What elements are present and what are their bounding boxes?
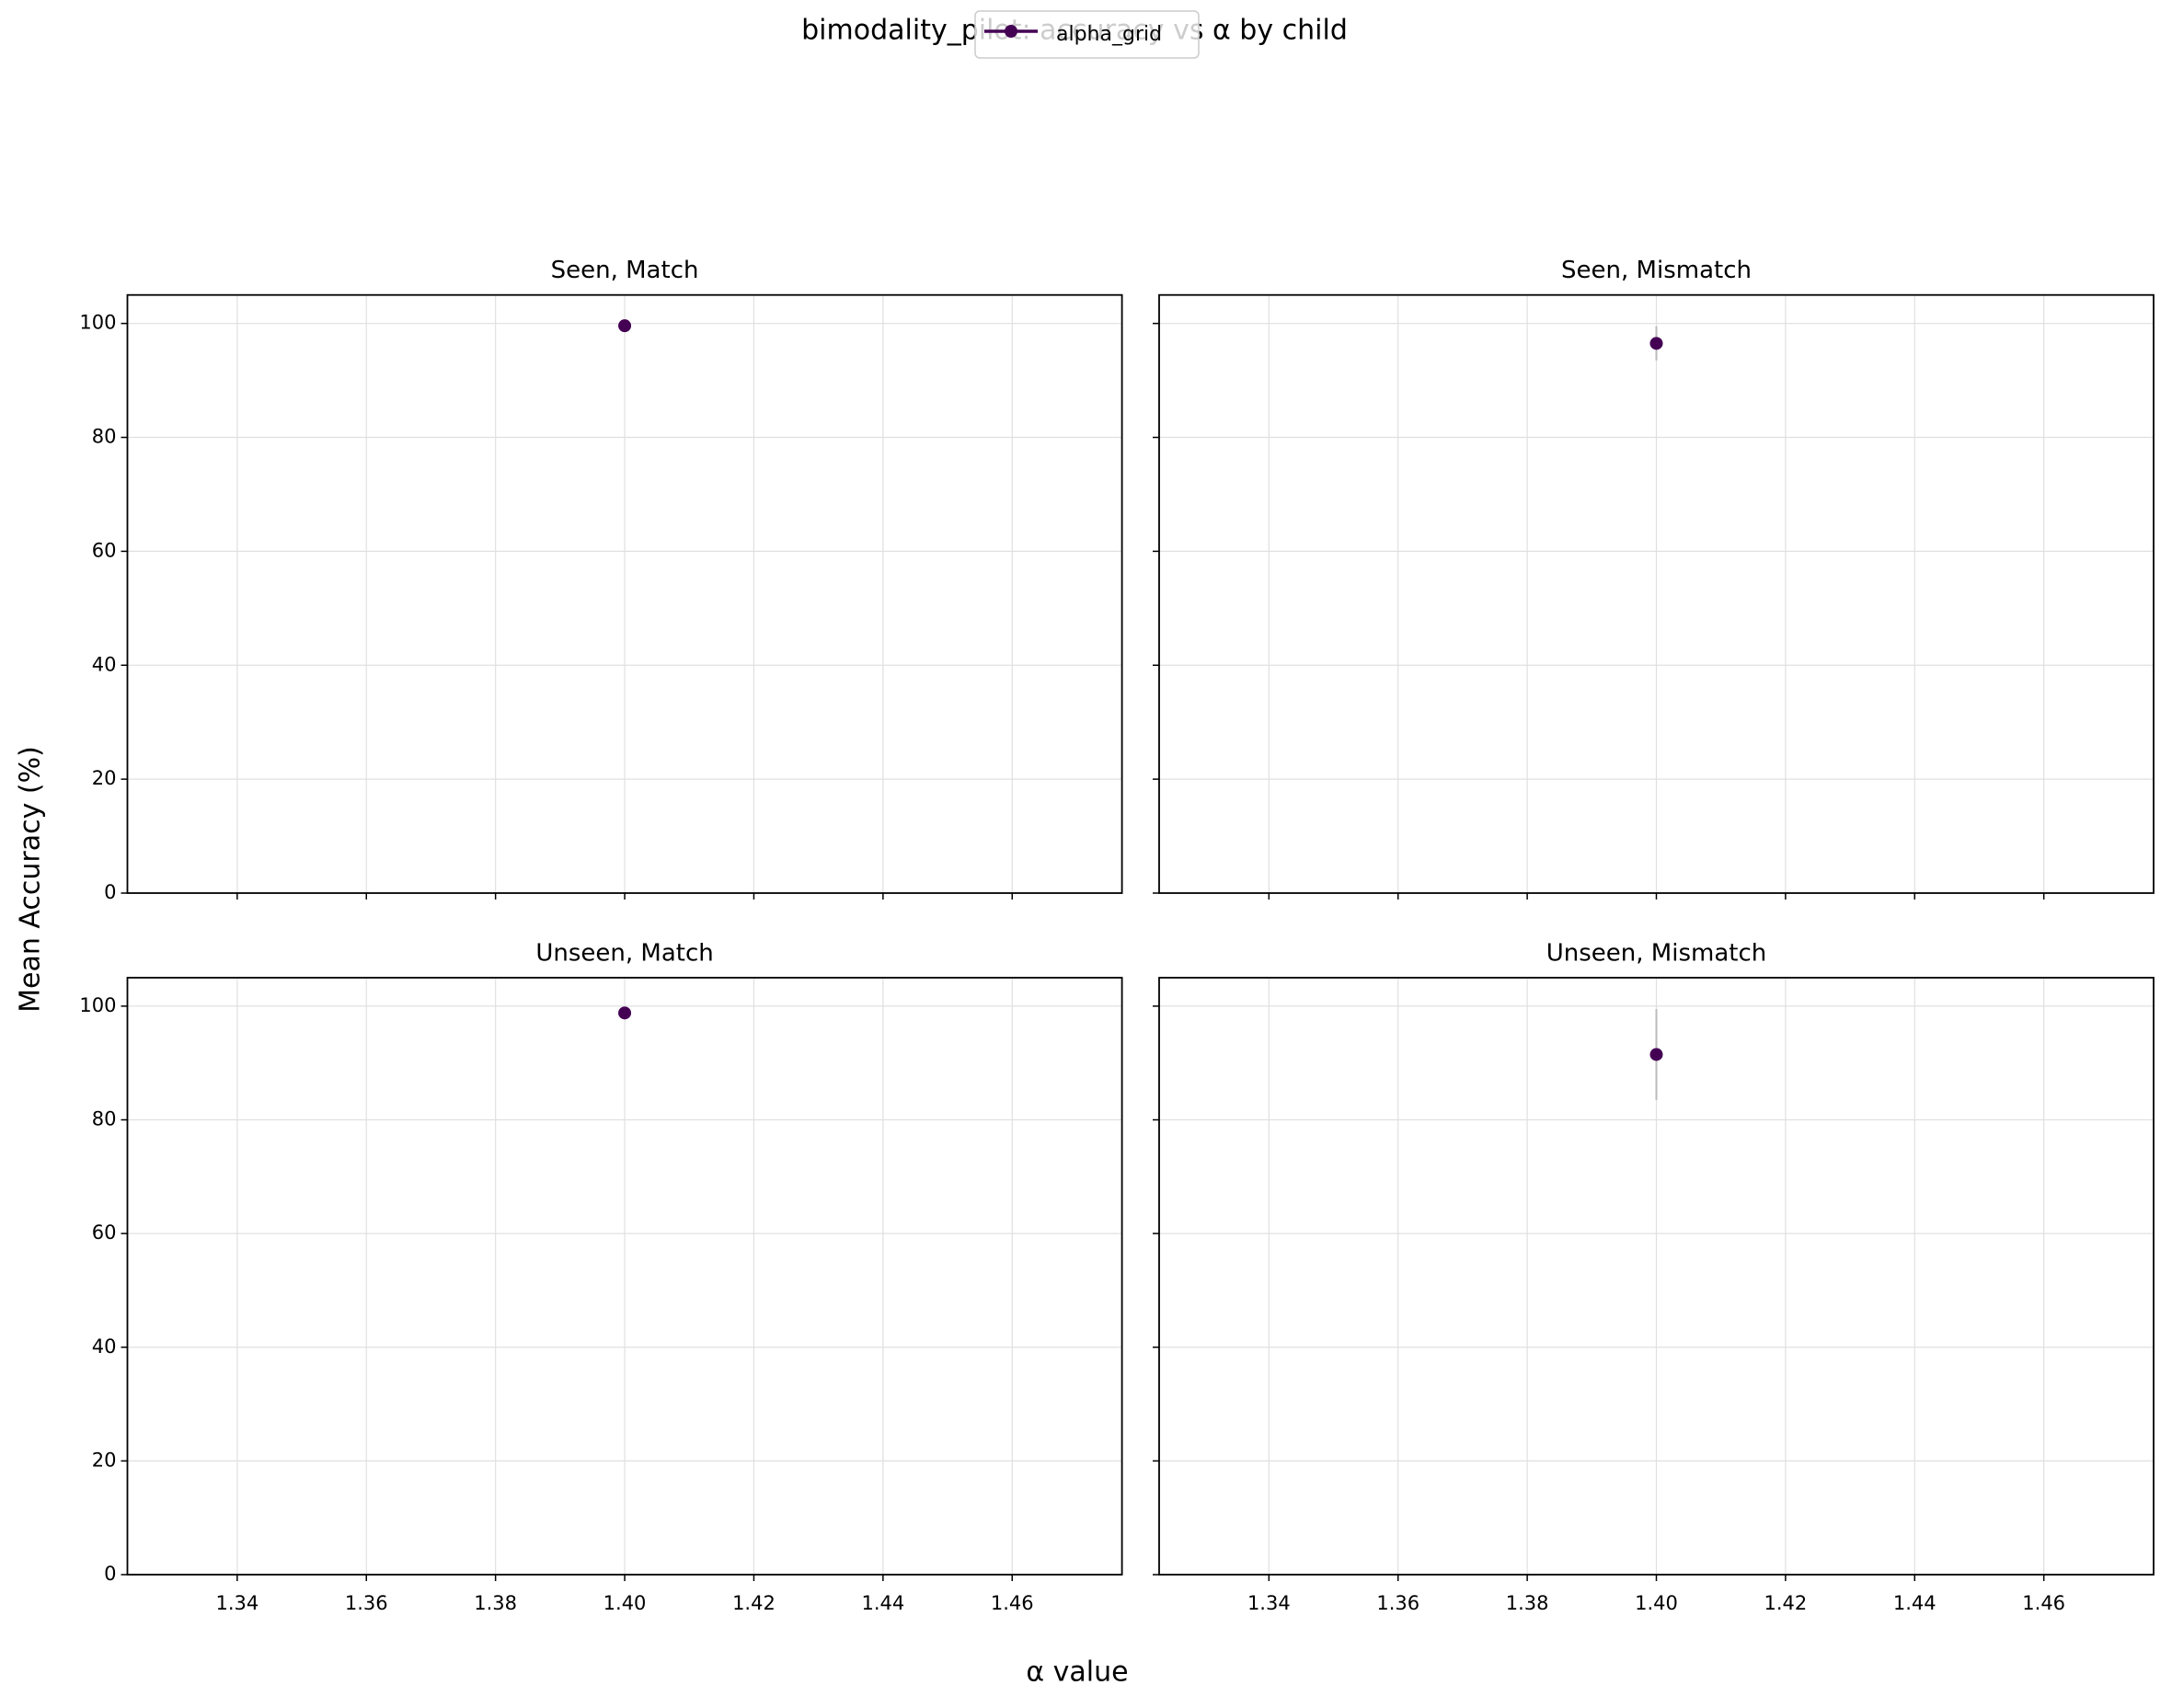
x-tick-label: 1.42 <box>1764 1592 1808 1614</box>
x-tick-label: 1.46 <box>2022 1592 2065 1614</box>
x-tick-label: 1.46 <box>991 1592 1034 1614</box>
legend-label: alpha_grid <box>1056 23 1162 46</box>
y-tick-label: 60 <box>92 539 117 561</box>
subplot-title: Seen, Match <box>551 257 699 284</box>
y-tick-label: 60 <box>92 1221 117 1244</box>
y-tick-label: 40 <box>92 653 117 675</box>
x-axis-label: α value <box>1026 1656 1128 1689</box>
axes-frame <box>126 293 1123 894</box>
y-tick-label: 100 <box>79 312 116 334</box>
subplot-title: Unseen, Match <box>535 940 713 968</box>
x-tick-label: 1.42 <box>732 1592 776 1614</box>
y-tick-label: 80 <box>92 426 117 448</box>
x-tick-label: 1.44 <box>861 1592 904 1614</box>
x-tick-label: 1.44 <box>1893 1592 1936 1614</box>
data-point <box>1649 337 1663 350</box>
subplot-title: Seen, Mismatch <box>1561 257 1752 284</box>
x-tick-label: 1.36 <box>1376 1592 1419 1614</box>
y-tick-label: 0 <box>104 1563 116 1585</box>
legend-marker <box>1005 25 1017 38</box>
x-tick-label: 1.36 <box>345 1592 388 1614</box>
y-tick-label: 40 <box>92 1335 117 1358</box>
y-tick-label: 0 <box>104 881 116 903</box>
x-tick-label: 1.34 <box>215 1592 259 1614</box>
legend-box <box>974 10 1200 59</box>
data-point <box>618 1006 632 1020</box>
y-axis-label: Mean Accuracy (%) <box>15 746 47 1013</box>
x-tick-label: 1.34 <box>1247 1592 1291 1614</box>
y-tick-label: 80 <box>92 1108 117 1130</box>
axes-frame <box>1158 977 2155 1576</box>
y-tick-label: 100 <box>79 994 116 1016</box>
x-tick-label: 1.38 <box>1506 1592 1549 1614</box>
subplot-title: Unseen, Mismatch <box>1546 940 1766 968</box>
axes-frame <box>126 977 1123 1576</box>
axes-frame <box>1158 293 2155 894</box>
y-tick-label: 20 <box>92 767 117 789</box>
x-tick-label: 1.38 <box>474 1592 517 1614</box>
x-tick-label: 1.40 <box>603 1592 647 1614</box>
data-point <box>1649 1048 1663 1061</box>
y-tick-label: 20 <box>92 1449 117 1471</box>
x-tick-label: 1.40 <box>1635 1592 1678 1614</box>
data-point <box>618 319 632 333</box>
